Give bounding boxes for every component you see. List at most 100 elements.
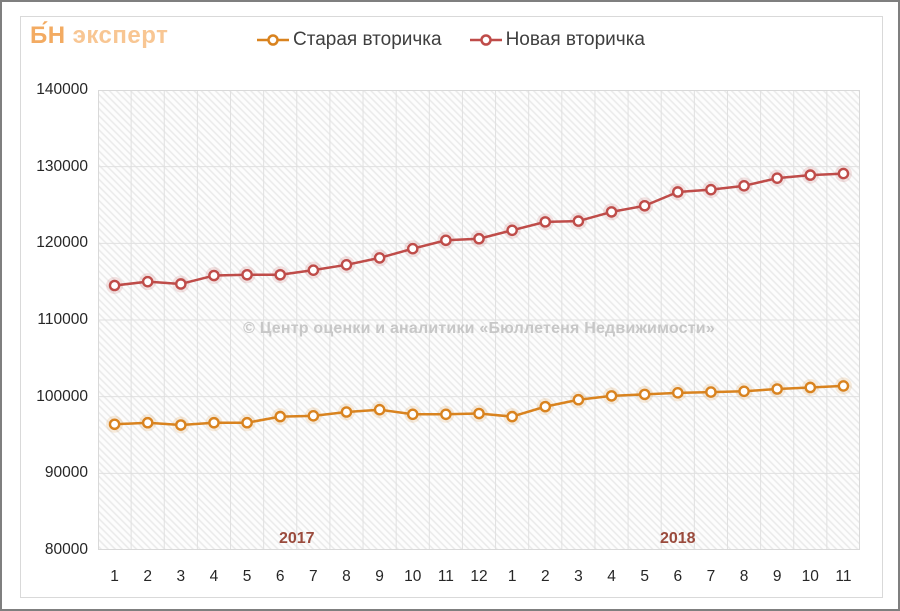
x-axis-label: 8 xyxy=(739,568,749,585)
data-marker-старая-2 xyxy=(141,416,154,429)
data-marker-новая-4 xyxy=(208,269,220,282)
data-marker-новая-7 xyxy=(307,264,320,276)
x-axis-label: 7 xyxy=(706,568,716,585)
x-axis-label: 10 xyxy=(404,568,422,585)
data-marker-старая-4 xyxy=(208,416,220,429)
plot-border xyxy=(98,90,860,550)
x-axis-label: 5 xyxy=(242,568,252,585)
data-marker-новая-6 xyxy=(671,186,684,198)
marker-halo xyxy=(437,231,455,249)
y-axis-label: 90000 xyxy=(44,464,88,482)
x-axis-label: 3 xyxy=(176,568,186,585)
data-marker-новая-10 xyxy=(406,242,419,255)
data-marker-старая-8 xyxy=(738,385,750,398)
legend-item-2: Новая вторичка xyxy=(468,29,645,51)
x-axis-label: 8 xyxy=(342,568,351,585)
data-marker-старая-3 xyxy=(572,393,585,406)
x-axis-label: 6 xyxy=(673,568,683,585)
data-marker-старая-5 xyxy=(638,388,651,401)
marker-halo xyxy=(337,403,355,421)
marker-halo xyxy=(801,166,819,184)
x-axis-label: 4 xyxy=(607,568,616,585)
x-axis-label: 9 xyxy=(375,568,384,585)
data-marker-старая-12 xyxy=(473,407,485,420)
logo: Б́Н эксперт xyxy=(30,22,168,50)
marker-halo xyxy=(404,240,422,258)
marker-halo xyxy=(503,408,521,426)
data-marker-старая-1 xyxy=(506,410,518,423)
x-axis-label: 7 xyxy=(309,568,318,585)
data-marker-новая-5 xyxy=(241,268,253,281)
marker-halo xyxy=(404,405,422,423)
marker-halo xyxy=(304,407,322,425)
marker-halo xyxy=(172,275,190,293)
marker-halo xyxy=(337,256,355,274)
chart-legend: Старая вторичка Новая вторичка xyxy=(2,26,898,54)
y-axis-label: 120000 xyxy=(36,234,88,252)
year-label-2017: 2017 xyxy=(278,530,315,547)
x-axis-label: 12 xyxy=(470,568,488,585)
y-axis-label: 130000 xyxy=(36,157,88,175)
marker-halo xyxy=(205,267,223,285)
marker-halo xyxy=(702,383,720,401)
x-axis-label: 5 xyxy=(640,568,649,585)
x-axis-label: 2 xyxy=(540,568,550,585)
marker-halo xyxy=(304,261,322,279)
year-label-2018: 2018 xyxy=(659,530,696,547)
marker-halo xyxy=(669,384,687,402)
x-axis-label: 4 xyxy=(209,568,219,585)
data-marker-новая-1 xyxy=(108,279,121,292)
legend-label: Новая вторичка xyxy=(505,29,645,50)
data-marker-новая-11 xyxy=(440,234,452,247)
data-marker-новая-2 xyxy=(141,275,154,288)
marker-halo xyxy=(569,391,587,409)
x-axis-label: 3 xyxy=(574,568,583,585)
data-marker-новая-11 xyxy=(837,167,850,180)
data-marker-новая-10 xyxy=(804,169,817,181)
marker-halo xyxy=(768,380,786,398)
marker-halo xyxy=(603,203,621,221)
marker-halo xyxy=(801,378,819,396)
data-marker-новая-3 xyxy=(572,215,585,227)
marker-halo xyxy=(470,230,488,248)
data-marker-старая-5 xyxy=(241,416,253,429)
data-marker-новая-9 xyxy=(771,172,783,184)
marker-halo xyxy=(106,415,124,433)
marker-halo xyxy=(271,266,289,284)
marker-halo xyxy=(636,197,654,215)
legend-marker-icon xyxy=(256,34,289,46)
x-axis-label: 11 xyxy=(835,568,852,585)
logo-primary: Б́Н xyxy=(30,22,66,49)
data-marker-новая-12 xyxy=(473,232,485,245)
legend-marker-icon xyxy=(469,34,502,46)
marker-halo xyxy=(371,401,389,419)
marker-halo xyxy=(536,398,554,416)
data-marker-старая-2 xyxy=(539,400,552,413)
logo-secondary: эксперт xyxy=(72,22,169,49)
marker-halo xyxy=(205,414,223,432)
data-marker-новая-8 xyxy=(340,258,353,271)
x-axis-label: 9 xyxy=(772,568,782,585)
y-axis-label: 80000 xyxy=(44,541,88,558)
x-axis-label: 10 xyxy=(801,568,819,585)
data-marker-новая-5 xyxy=(638,199,651,212)
data-marker-новая-2 xyxy=(539,216,552,228)
x-axis-label: 11 xyxy=(437,568,454,585)
marker-halo xyxy=(238,414,256,432)
data-marker-старая-9 xyxy=(771,383,783,395)
data-marker-старая-10 xyxy=(804,381,817,394)
marker-halo xyxy=(139,414,157,432)
marker-halo xyxy=(669,183,687,201)
data-marker-старая-11 xyxy=(837,380,850,392)
data-marker-новая-4 xyxy=(605,206,618,218)
marker-halo xyxy=(238,266,256,284)
data-marker-старая-7 xyxy=(307,410,320,422)
marker-halo xyxy=(437,405,455,423)
marker-halo xyxy=(371,249,389,267)
marker-halo xyxy=(603,387,621,405)
marker-halo xyxy=(834,165,852,183)
legend-item-1: Старая вторичка xyxy=(255,29,442,51)
marker-halo xyxy=(702,181,720,199)
x-axis-label: 6 xyxy=(275,568,285,585)
